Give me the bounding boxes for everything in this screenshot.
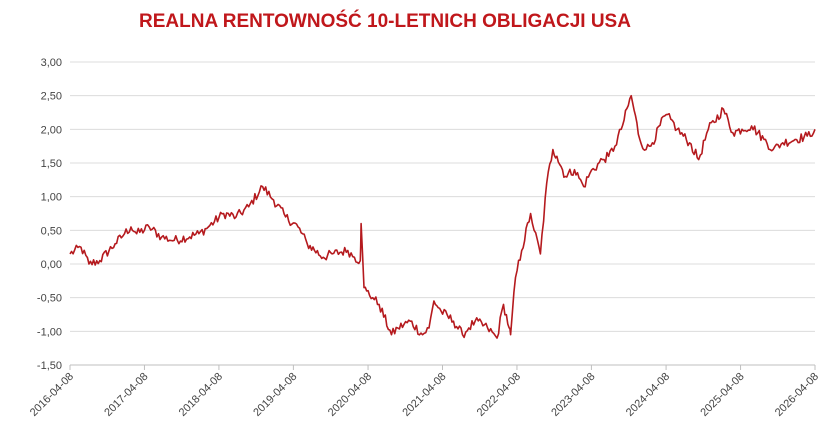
y-tick-label: -1,50 [37,360,62,372]
y-axis-ticks: -1,50 -1,00 -0,50 0,00 0,50 1,00 1,50 2,00 2,50 3… [37,57,62,372]
y-tick-label: 1,50 [41,158,62,170]
y-tick-label: 1,00 [41,192,62,204]
x-tick-label: 2023-04-08 [549,371,597,419]
x-tick-label: 2019-04-08 [251,371,299,419]
x-tick-label: 2018-04-08 [177,371,225,419]
y-tick-label: 0,00 [41,259,62,271]
x-axis-ticks: 2016-04-08 2017-04-08 2018-04-08 2019-04-08… [28,365,821,419]
gridlines [70,61,815,366]
series-line-real-yield [69,94,816,339]
chart-title: REALNA RENTOWNOŚĆ 10-LETNICH OBLIGACJI U… [139,10,631,32]
y-tick-label: 2,00 [41,124,62,136]
y-tick-label: 0,50 [41,225,62,237]
y-tick-label: -1,00 [37,326,62,338]
x-tick-label: 2016-04-08 [28,371,76,419]
x-tick-label: 2024-04-08 [624,371,672,419]
x-tick-label: 2020-04-08 [326,371,374,419]
x-tick-label: 2025-04-08 [698,371,746,419]
y-tick-label: 3,00 [41,57,62,69]
y-tick-label: -0,50 [37,293,62,305]
x-tick-label: 2017-04-08 [102,371,150,419]
x-tick-label: 2026-04-08 [773,371,821,419]
x-tick-label: 2022-04-08 [475,371,523,419]
x-tick-label: 2021-04-08 [400,371,448,419]
y-tick-label: 2,50 [41,91,62,103]
